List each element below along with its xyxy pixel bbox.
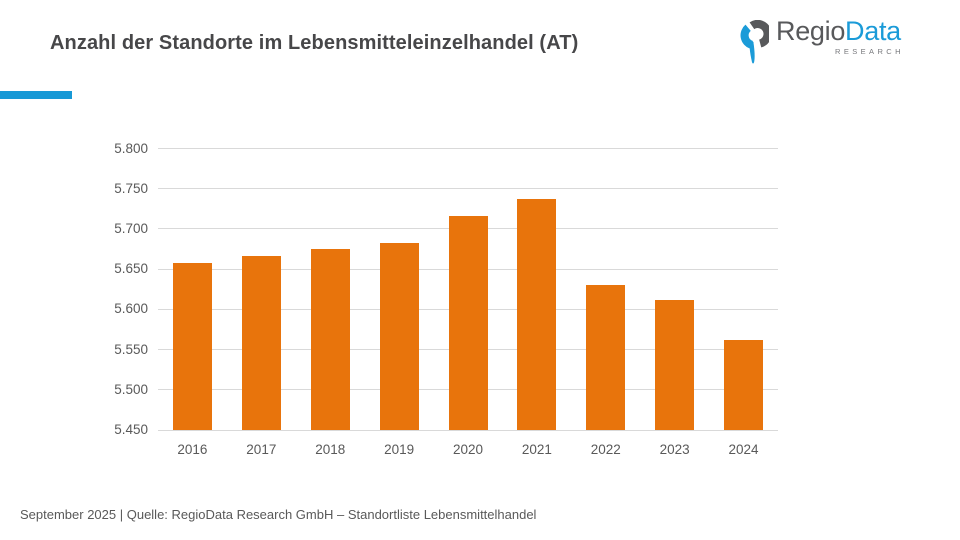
x-axis-tick-label: 2016	[177, 442, 208, 457]
gridline	[158, 188, 778, 190]
chart-title: Anzahl der Standorte im Lebensmitteleinz…	[50, 32, 579, 54]
regiodata-logo: RegioData RESEARCH	[740, 17, 901, 67]
bar-2019	[379, 243, 419, 430]
brand-regio: Regio	[776, 16, 846, 46]
y-axis-tick-label: 5.700	[114, 220, 148, 236]
bar-2024	[724, 339, 764, 430]
source-note: September 2025 | Quelle: RegioData Resea…	[20, 507, 537, 522]
bar-2023	[655, 299, 695, 430]
y-axis-tick-label: 5.800	[114, 140, 148, 156]
bar-2021	[517, 199, 557, 430]
x-axis-tick-label: 2023	[659, 442, 690, 457]
bar-2018	[310, 249, 350, 430]
y-axis-tick-label: 5.650	[114, 261, 148, 277]
bar-2020	[448, 216, 488, 430]
bar-2022	[586, 285, 626, 430]
x-axis-tick-label: 2022	[590, 442, 621, 457]
gridline	[158, 148, 778, 149]
x-axis-tick-label: 2021	[521, 442, 552, 457]
x-axis-tick-label: 2017	[246, 442, 277, 457]
brand-data: Data	[845, 16, 901, 46]
x-axis-tick-label: 2019	[384, 442, 415, 457]
bar-2017	[241, 256, 281, 430]
accent-bar	[0, 91, 72, 99]
bar-2016	[172, 262, 212, 430]
y-axis-tick-label: 5.500	[114, 381, 148, 397]
regiodata-wordmark: RegioData RESEARCH	[776, 17, 904, 57]
x-axis-tick-label: 2020	[452, 442, 484, 457]
gridline	[158, 429, 778, 431]
y-axis-tick-label: 5.600	[114, 301, 148, 317]
x-axis-tick-label: 2018	[315, 442, 346, 457]
brand-subtitle: RESEARCH	[835, 47, 904, 56]
regiodata-pin-icon	[740, 20, 769, 64]
brand-name: RegioData	[776, 17, 901, 46]
x-axis-tick-label: 2024	[728, 442, 759, 457]
y-axis-tick-label: 5.450	[114, 422, 148, 437]
y-axis-tick-label: 5.750	[114, 180, 148, 196]
y-axis-tick-label: 5.550	[114, 341, 148, 357]
